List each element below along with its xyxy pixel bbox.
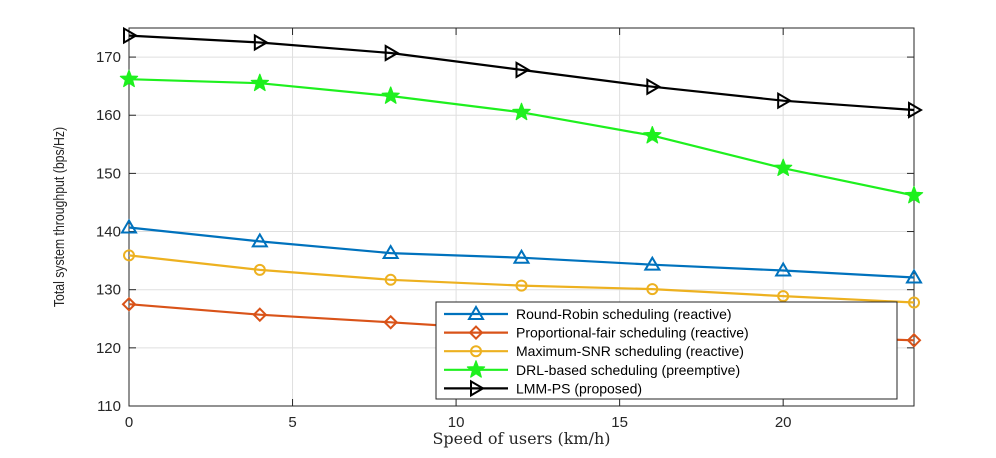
data-point (119, 69, 139, 88)
axes: 0 5 10 15 20 110 120 130 140 150 160 170 (96, 27, 915, 431)
series-3 (119, 69, 924, 204)
data-point (515, 279, 528, 292)
data-point (381, 244, 400, 260)
legend-marker (466, 360, 486, 378)
data-point (120, 218, 138, 234)
y-tick-label: 150 (96, 165, 121, 182)
axis-box (128, 27, 915, 407)
data-point (646, 77, 662, 96)
data-point (512, 102, 531, 121)
y-axis-label: Total system throughput (bps/Hz) (51, 127, 67, 307)
data-point (384, 273, 397, 286)
legend-marker (468, 325, 484, 341)
series-2 (123, 249, 920, 309)
legend-marker (470, 379, 485, 398)
data-point (381, 86, 400, 104)
legend-label: Round-Robin scheduling (reactive) (516, 306, 732, 322)
data-point (512, 248, 531, 264)
data-point (774, 261, 792, 277)
y-tick-label: 120 (96, 340, 121, 357)
data-point (123, 26, 138, 45)
y-tick-label: 170 (96, 49, 121, 66)
y-tick-label: 130 (96, 282, 121, 299)
legend-item: LMM-PS (proposed) (444, 379, 642, 398)
legend-item: Round-Robin scheduling (reactive) (444, 305, 732, 322)
legend: Round-Robin scheduling (reactive) Proport… (435, 301, 898, 400)
data-point (515, 61, 531, 79)
data-point (905, 268, 923, 284)
x-tick-label: 20 (775, 414, 792, 431)
series-line (128, 34, 915, 112)
series-line (128, 226, 915, 279)
data-point (777, 290, 790, 303)
legend-marker (467, 305, 485, 320)
data-point (906, 332, 922, 348)
legend-item: Maximum-SNR scheduling (reactive) (444, 343, 744, 359)
x-tick-label: 15 (611, 414, 628, 431)
data-point (646, 283, 659, 296)
x-tick-label: 0 (125, 414, 133, 431)
series-line (128, 254, 915, 304)
legend-marker (470, 345, 482, 358)
data-point (383, 314, 399, 330)
data-point (384, 44, 400, 62)
data-point (253, 33, 269, 52)
x-tick-label: 5 (288, 414, 296, 431)
data-point (123, 249, 135, 262)
data-point (643, 255, 662, 271)
data-point (643, 125, 662, 144)
y-tick-label: 160 (96, 107, 121, 124)
legend-label: Maximum-SNR scheduling (reactive) (516, 343, 744, 359)
data-point (250, 73, 269, 92)
data-point (251, 232, 269, 248)
legend-label: DRL-based scheduling (preemptive) (516, 362, 740, 378)
data-point (908, 101, 923, 119)
data-point (773, 158, 793, 176)
data-point (908, 296, 920, 309)
series-0 (120, 218, 923, 284)
data-point (777, 91, 793, 110)
x-tick-label: 10 (448, 414, 465, 431)
legend-label: LMM-PS (proposed) (516, 380, 642, 396)
data-point (904, 185, 924, 204)
data-point (253, 263, 266, 276)
legend-item: DRL-based scheduling (preemptive) (444, 360, 740, 378)
legend-label: Proportional-fair scheduling (reactive) (516, 325, 749, 341)
y-tick-label: 140 (96, 224, 121, 241)
data-point (252, 307, 268, 323)
x-axis-label: Speed of users (km/h) (432, 429, 610, 448)
data-point (121, 296, 137, 312)
legend-item: Proportional-fair scheduling (reactive) (444, 325, 749, 341)
y-tick-label: 110 (97, 398, 121, 415)
legend-box (435, 301, 898, 400)
series-4 (123, 26, 923, 119)
